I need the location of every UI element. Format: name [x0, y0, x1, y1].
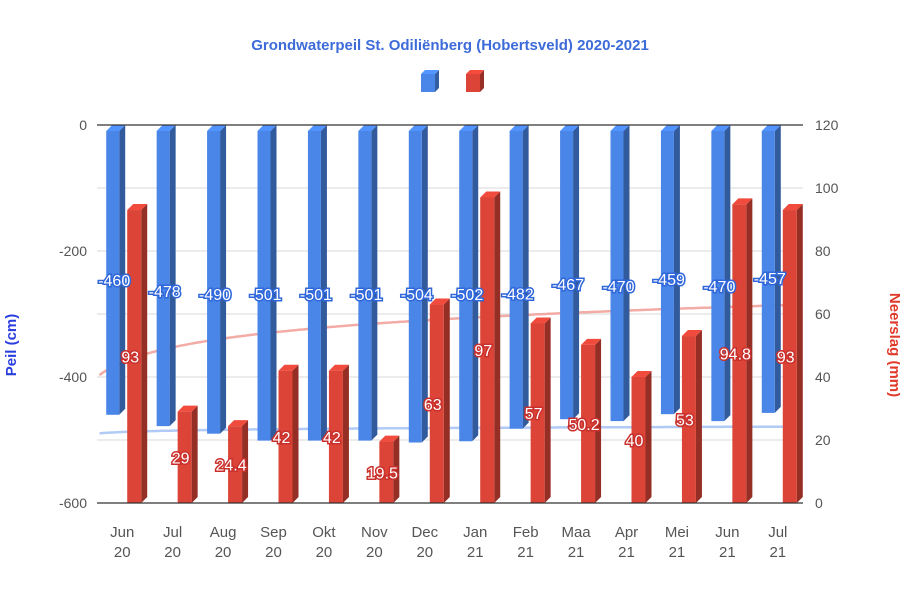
x-tick-label: Aug 20 — [210, 524, 237, 561]
data-label-peil: -460 — [98, 273, 130, 290]
y-right-tick-label: 100 — [815, 180, 839, 196]
bar-neerslag — [379, 435, 400, 503]
y-right-tick-label: 120 — [815, 117, 839, 133]
bar-peil — [257, 125, 277, 441]
x-tick-label: Jun 20 — [110, 524, 134, 561]
bar-peil — [307, 125, 327, 441]
x-tick-label: Okt 20 — [312, 524, 336, 561]
data-label-peil: -457 — [754, 271, 786, 288]
data-label-peil: -470 — [703, 279, 735, 296]
bar-neerslag — [631, 371, 652, 503]
y-right-tick-label: 40 — [815, 369, 831, 385]
x-tick-label: Jul 21 — [768, 524, 787, 561]
legend-swatch — [421, 70, 439, 92]
x-tick-label: Maa 21 — [561, 524, 591, 561]
data-label-peil: -502 — [451, 287, 483, 304]
y-left-tick-label: -600 — [59, 495, 87, 511]
data-label-neerslag: 24.4 — [216, 458, 247, 475]
x-tick-label: Jun 21 — [715, 524, 739, 561]
bar-neerslag — [732, 198, 753, 503]
bar-peil — [207, 125, 227, 434]
y-axis-right-title: Neerslag (mm) — [886, 293, 900, 397]
y-axis-left-title: Peil (cm) — [3, 314, 20, 377]
y-right-tick-label: 20 — [815, 432, 831, 448]
data-label-peil: -501 — [300, 287, 332, 304]
bar-neerslag — [278, 364, 299, 503]
legend — [421, 70, 484, 92]
data-label-neerslag: 29 — [172, 450, 190, 467]
x-tick-label: Feb 21 — [513, 524, 539, 561]
data-label-peil: -478 — [149, 284, 181, 301]
data-label-peil: -459 — [653, 272, 685, 289]
bar-neerslag — [177, 405, 198, 503]
x-tick-label: Mei 21 — [665, 524, 689, 561]
x-tick-label: Jan 21 — [463, 524, 487, 561]
data-label-neerslag: 50.2 — [569, 417, 600, 434]
y-right-tick-label: 80 — [815, 243, 831, 259]
axes: 0 -200 -400 -600 120 100 80 60 40 20 0 Jun 20 Jul 20 Au… — [59, 117, 839, 561]
bar-neerslag — [681, 330, 702, 503]
data-label-neerslag: 19.5 — [367, 465, 398, 482]
bar-peil — [408, 125, 428, 443]
bar-peil — [106, 125, 126, 415]
data-label-neerslag: 93 — [777, 350, 795, 367]
data-label-neerslag: 94.8 — [720, 347, 751, 364]
data-label-neerslag: 63 — [424, 397, 442, 414]
data-label-peil: -504 — [401, 287, 433, 304]
bar-neerslag — [782, 204, 803, 504]
data-label-peil: -490 — [199, 287, 231, 304]
data-label-neerslag: 42 — [323, 430, 341, 447]
legend-swatch — [466, 70, 484, 92]
data-label-neerslag: 57 — [525, 406, 543, 423]
x-tick-label: Nov 20 — [361, 524, 388, 561]
bar-peil — [711, 125, 731, 422]
data-label-peil: -470 — [602, 279, 634, 296]
data-label-neerslag: 93 — [121, 350, 139, 367]
x-tick-label: Dec 20 — [411, 524, 438, 561]
y-right-tick-label: 60 — [815, 306, 831, 322]
x-tick-label: Sep 20 — [260, 524, 287, 561]
data-label-neerslag: 97 — [474, 343, 492, 360]
bar-peil — [610, 125, 630, 422]
bar-neerslag — [429, 298, 450, 503]
data-label-peil: -501 — [350, 287, 382, 304]
data-label-neerslag: 42 — [273, 430, 291, 447]
bar-neerslag — [127, 204, 148, 504]
bar-peil — [660, 125, 680, 415]
y-left-tick-label: 0 — [79, 117, 87, 133]
x-tick-label: Jul 20 — [163, 524, 182, 561]
bar-peil — [156, 125, 176, 427]
data-label-neerslag: 53 — [676, 413, 694, 430]
data-label-neerslag: 40 — [626, 433, 644, 450]
data-label-peil: -501 — [249, 287, 281, 304]
bar-neerslag — [328, 364, 349, 503]
bar-neerslag — [530, 317, 551, 503]
chart-title: Grondwaterpeil St. Odiliënberg (Hobertsv… — [251, 37, 649, 54]
data-labels: -460 93 -478 29 -490 24.4 -501 42 -501 42 -501 19.5… — [97, 269, 797, 483]
bars — [106, 125, 803, 504]
bar-neerslag — [581, 338, 602, 503]
y-left-tick-label: -400 — [59, 369, 87, 385]
bar-neerslag — [228, 420, 249, 503]
y-left-tick-label: -200 — [59, 243, 87, 259]
bar-neerslag — [480, 191, 501, 503]
y-right-tick-label: 0 — [815, 495, 823, 511]
bar-peil — [761, 125, 781, 413]
bar-peil — [509, 125, 529, 429]
bar-peil — [560, 125, 580, 420]
bar-peil — [358, 125, 378, 441]
data-label-peil: -467 — [552, 277, 584, 294]
bar-peil — [459, 125, 479, 442]
data-label-peil: -482 — [502, 287, 534, 304]
x-tick-label: Apr 21 — [615, 524, 638, 561]
